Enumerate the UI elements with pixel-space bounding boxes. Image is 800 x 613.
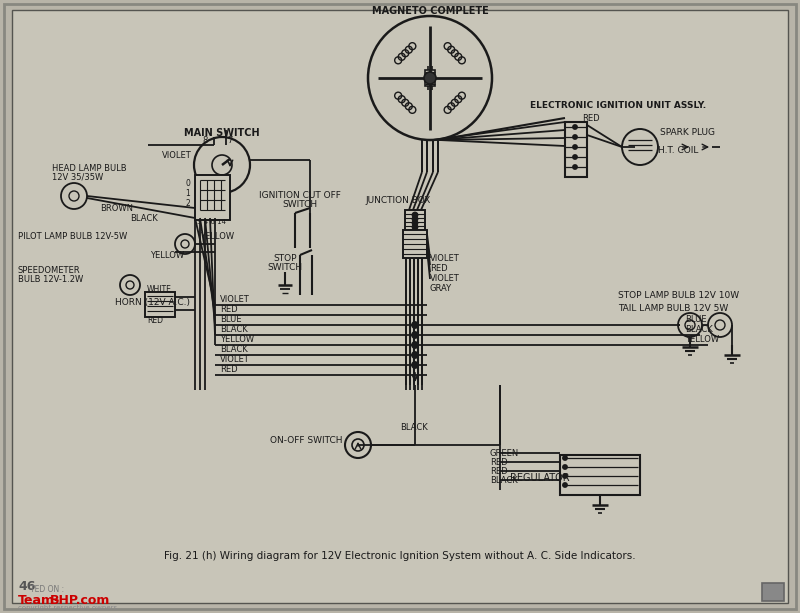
Text: BLACK: BLACK (685, 324, 713, 333)
Text: RED: RED (490, 457, 508, 466)
Text: SWITCH: SWITCH (282, 199, 318, 208)
Text: VIOLET: VIOLET (220, 294, 250, 303)
Text: RED: RED (220, 365, 238, 373)
Text: RED: RED (220, 305, 238, 313)
Text: TAIL LAMP BULB 12V 5W: TAIL LAMP BULB 12V 5W (618, 303, 728, 313)
Text: BLUE: BLUE (685, 314, 706, 324)
Text: MAGNETO COMPLETE: MAGNETO COMPLETE (372, 6, 488, 16)
Text: 1: 1 (186, 189, 190, 197)
Text: BLACK: BLACK (220, 345, 248, 354)
Text: TED ON :: TED ON : (30, 585, 64, 595)
Text: STOP: STOP (274, 254, 297, 262)
Circle shape (194, 137, 250, 193)
Text: PILOT LAMP BULB 12V-5W: PILOT LAMP BULB 12V-5W (18, 232, 127, 240)
Text: VIOLET: VIOLET (430, 273, 460, 283)
Circle shape (573, 145, 577, 149)
Text: Fig. 21 (h) Wiring diagram for 12V Electronic Ignition System without A. C. Side: Fig. 21 (h) Wiring diagram for 12V Elect… (164, 551, 636, 561)
Circle shape (412, 332, 418, 338)
Text: BLACK: BLACK (220, 324, 248, 333)
Bar (762, 583, 784, 601)
Circle shape (413, 224, 418, 229)
Circle shape (573, 155, 577, 159)
Text: HEAD LAMP BULB: HEAD LAMP BULB (52, 164, 126, 172)
Text: H.T. COIL: H.T. COIL (658, 145, 698, 154)
Text: RED: RED (147, 316, 163, 324)
Text: JUNCTION BOX: JUNCTION BOX (365, 196, 430, 205)
Text: GRAY: GRAY (430, 283, 452, 292)
Circle shape (413, 216, 418, 221)
Text: BLUE: BLUE (220, 314, 242, 324)
Circle shape (413, 213, 418, 218)
Circle shape (212, 155, 232, 175)
Text: YELLOW: YELLOW (220, 335, 254, 343)
Text: HORN (12V A.C.): HORN (12V A.C.) (115, 297, 190, 306)
Bar (560, 455, 640, 495)
Circle shape (563, 465, 567, 469)
Bar (565, 122, 587, 177)
Circle shape (424, 72, 436, 84)
Text: VIOLET: VIOLET (162, 151, 192, 159)
Text: YELLOW: YELLOW (150, 251, 184, 259)
Text: IGNITION CUT OFF: IGNITION CUT OFF (259, 191, 341, 199)
Text: copyright respective owners: copyright respective owners (18, 605, 117, 611)
Text: 7: 7 (227, 135, 232, 145)
Text: RED: RED (582, 113, 600, 123)
Text: 2: 2 (186, 199, 190, 207)
Text: RED: RED (430, 264, 448, 273)
Text: BLACK: BLACK (130, 213, 158, 223)
Text: 12V 35/35W: 12V 35/35W (52, 172, 103, 181)
Circle shape (345, 432, 371, 458)
Text: 3 4 6 14: 3 4 6 14 (197, 219, 226, 225)
Text: YELLOW: YELLOW (685, 335, 719, 343)
Text: BULB 12V-1.2W: BULB 12V-1.2W (18, 275, 83, 283)
Circle shape (413, 221, 418, 226)
Bar (195, 175, 230, 220)
Bar (403, 230, 427, 258)
Circle shape (368, 16, 492, 140)
Text: SWITCH: SWITCH (267, 262, 302, 272)
Text: Team-: Team- (18, 593, 60, 606)
Text: STOP LAMP BULB 12V 10W: STOP LAMP BULB 12V 10W (618, 291, 739, 300)
Text: 0: 0 (185, 178, 190, 188)
Text: GREEN: GREEN (490, 449, 519, 457)
Bar (145, 292, 175, 317)
Text: SPEEDOMETER: SPEEDOMETER (18, 265, 81, 275)
Text: BROWN: BROWN (100, 204, 133, 213)
Circle shape (563, 483, 567, 487)
Circle shape (412, 352, 418, 358)
Circle shape (563, 474, 567, 478)
Circle shape (412, 322, 418, 328)
Circle shape (573, 165, 577, 169)
Text: BLACK: BLACK (490, 476, 518, 484)
Text: RED: RED (490, 466, 508, 476)
Circle shape (622, 129, 658, 165)
Circle shape (573, 135, 577, 139)
Circle shape (412, 362, 418, 368)
Bar (425, 70, 435, 86)
Text: 46: 46 (18, 581, 35, 593)
Text: BHP.com: BHP.com (50, 593, 110, 606)
Text: 8: 8 (202, 135, 207, 145)
Text: ON-OFF SWITCH: ON-OFF SWITCH (270, 435, 342, 444)
Text: WHITE: WHITE (147, 284, 172, 294)
Circle shape (412, 342, 418, 348)
Circle shape (563, 456, 567, 460)
Text: SPARK PLUG: SPARK PLUG (660, 128, 715, 137)
Text: VIOLET: VIOLET (220, 354, 250, 364)
Bar (405, 210, 425, 230)
Text: BLACK: BLACK (400, 422, 428, 432)
Text: REGULATOR: REGULATOR (510, 473, 570, 483)
Text: VIOLET: VIOLET (430, 254, 460, 262)
Circle shape (573, 125, 577, 129)
Text: ELECTRONIC IGNITION UNIT ASSLY.: ELECTRONIC IGNITION UNIT ASSLY. (530, 101, 706, 110)
Text: MAIN SWITCH: MAIN SWITCH (184, 128, 260, 138)
Text: YELLOW: YELLOW (200, 232, 234, 240)
